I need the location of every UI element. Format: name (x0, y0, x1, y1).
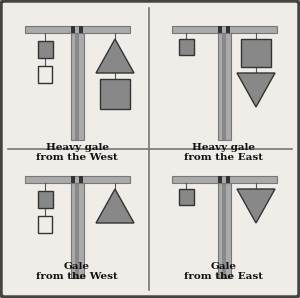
Polygon shape (237, 73, 275, 107)
Bar (71, 26, 75, 33)
Bar (25, 26, 130, 33)
Bar (178, 39, 194, 55)
Bar (75, 183, 79, 278)
Bar (172, 176, 277, 183)
Text: Gale
from the West: Gale from the West (36, 262, 118, 281)
Bar (70, 33, 83, 140)
Bar (38, 191, 52, 208)
Bar (218, 183, 230, 278)
Polygon shape (96, 189, 134, 223)
Bar (70, 183, 83, 278)
Text: Heavy gale
from the East: Heavy gale from the East (184, 143, 263, 162)
Text: Heavy gale
from the West: Heavy gale from the West (36, 143, 118, 162)
Polygon shape (96, 39, 134, 73)
Bar (222, 183, 226, 278)
Bar (178, 189, 194, 205)
Bar (71, 176, 75, 183)
Bar (38, 41, 52, 58)
Bar (218, 26, 222, 33)
Bar (75, 33, 79, 140)
Bar (218, 176, 222, 183)
Text: Gale
from the East: Gale from the East (184, 262, 263, 281)
Bar (79, 26, 83, 33)
Bar (226, 26, 230, 33)
Bar (241, 39, 271, 67)
Bar (218, 33, 230, 140)
Bar (38, 216, 52, 233)
Bar (172, 26, 277, 33)
Polygon shape (237, 189, 275, 223)
Bar (222, 33, 226, 140)
Bar (100, 79, 130, 109)
Bar (226, 176, 230, 183)
Bar (79, 176, 83, 183)
Bar (38, 66, 52, 83)
Bar (25, 176, 130, 183)
